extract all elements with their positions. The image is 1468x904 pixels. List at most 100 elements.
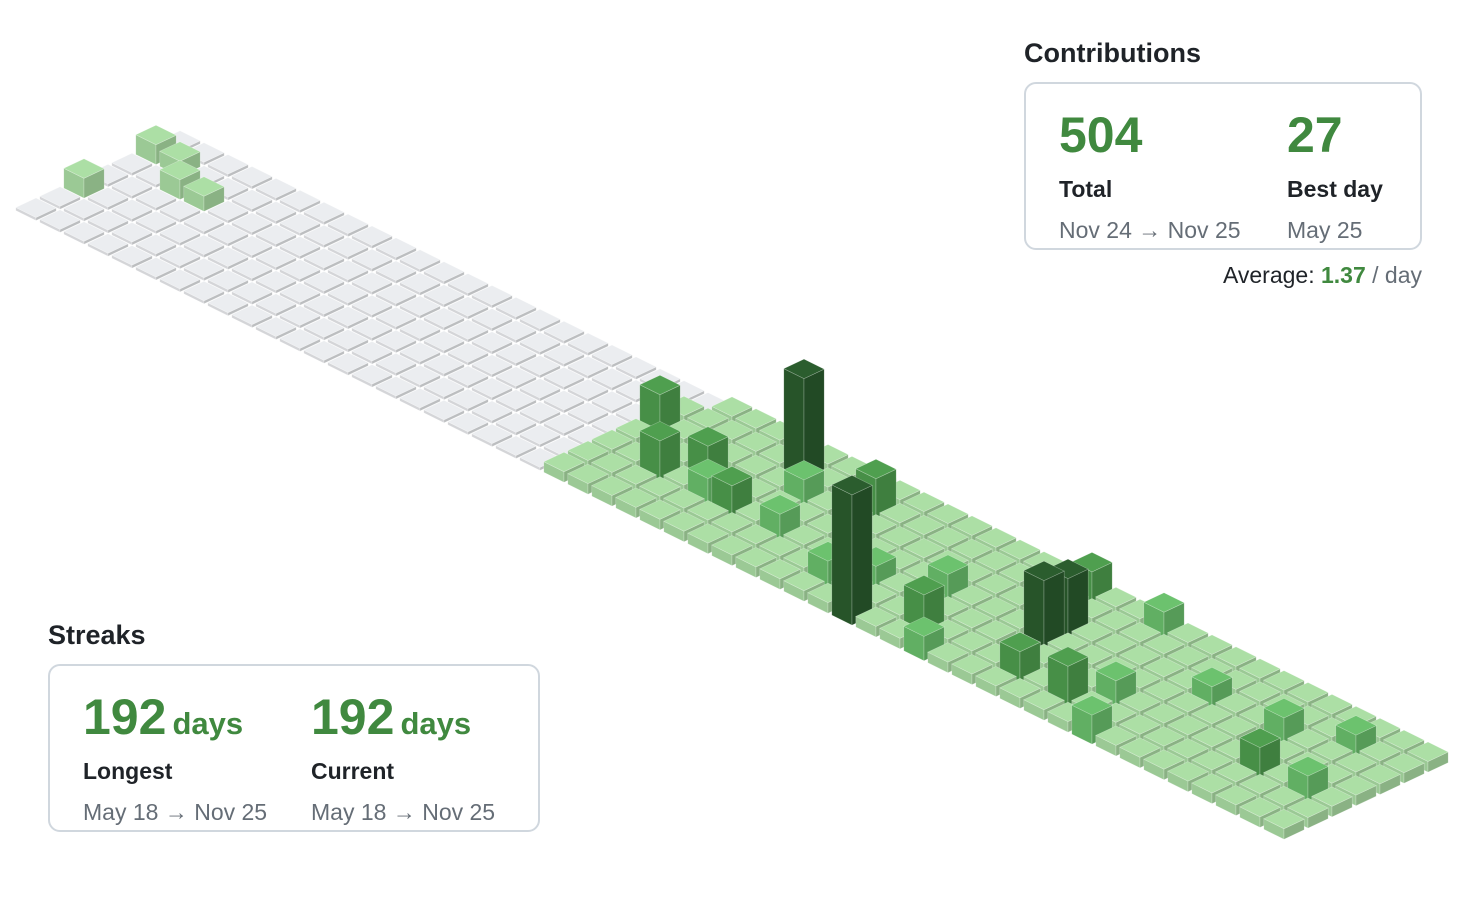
cell-top-face [1119,737,1161,758]
cell-top-face [543,451,585,473]
cell-right-face [179,278,201,293]
cell-top-face [63,221,105,242]
contribution-day-cell [159,199,201,224]
contribution-day-cell [111,245,153,269]
cell-right-face [251,268,273,282]
cell-top-face [975,527,1017,548]
contribution-day-cell [303,317,345,341]
cell-top-face [231,304,273,325]
contribution-day-cell [567,355,609,380]
cell-right-face [227,256,249,270]
cell-top-face [351,341,393,362]
contribution-day-cell [375,306,417,331]
contribution-day-cell [375,353,417,377]
cell-top-face [399,295,441,316]
cell-top-face [975,596,1017,617]
cell-top-face [255,201,297,222]
cell-left-face [831,484,853,626]
cell-right-face [587,365,609,380]
contribution-day-cell [303,224,345,249]
cell-right-face [539,388,561,402]
cell-top-face [279,305,321,326]
cell-top-face [567,332,609,353]
cell-top-face [519,424,561,445]
contribution-day-cell [519,332,561,356]
cell-top-face [255,293,297,314]
cell-right-face [419,282,441,296]
contribution-day-cell [471,354,513,378]
cell-top-face [495,343,537,364]
contribution-day-cell [495,320,537,344]
cell-top-face [351,294,393,316]
cell-top-face [999,539,1041,560]
cell-top-face [255,224,297,245]
cell-right-face [275,326,297,340]
contribution-day-cell [471,377,513,401]
total-stat: 504 Total Nov 24 → Nov 25 [1059,110,1241,244]
current-streak-value: 192 [311,689,395,745]
cell-top-face [327,213,369,234]
average-value: 1.37 [1320,262,1366,288]
cell-top-face [471,331,513,352]
cell-right-face [443,386,465,401]
cell-top-face [279,213,321,234]
current-streak-unit: days [400,706,472,741]
cell-top-face [615,356,657,377]
contribution-day-cell [1263,808,1305,840]
cell-top-face [111,152,153,174]
cell-top-face [375,260,417,281]
cell-top-face [1143,656,1185,678]
cell-top-face [1191,750,1233,771]
cell-top-face [1287,756,1329,777]
contribution-day-cell [183,176,225,212]
cell-top-face [1215,692,1257,713]
cell-top-face [639,374,681,396]
cell-top-face [1119,621,1161,643]
cell-top-face [927,526,969,547]
cell-right-face [491,341,513,355]
contribution-day-cell [471,423,513,448]
contribution-day-cell [783,358,825,487]
contribution-day-cell [351,294,393,319]
cell-top-face [423,307,465,328]
cell-right-face [515,306,537,321]
cell-top-face [1143,749,1185,770]
cell-right-face [419,397,441,412]
cell-top-face [423,261,465,282]
contribution-day-cell [303,340,345,364]
contribution-day-cell [303,271,345,295]
cell-top-face [639,476,681,497]
cell-top-face [255,178,297,199]
cell-top-face [759,494,801,515]
cell-top-face [1119,691,1161,712]
cell-right-face [155,267,177,281]
cell-top-face [207,154,249,175]
cell-top-face [255,270,297,291]
cell-top-face [135,124,177,146]
cell-right-face [395,293,417,308]
cell-top-face [159,245,201,267]
contribution-day-cell [279,236,321,260]
contribution-day-cell [327,352,369,376]
cell-top-face [351,248,393,269]
contribution-day-cell [135,210,177,235]
cell-right-face [299,292,321,306]
cell-top-face [975,666,1017,687]
cell-top-face [423,284,465,305]
cell-top-face [327,329,369,350]
cell-top-face [447,411,489,433]
contribution-day-cell [207,200,249,224]
contribution-day-cell [15,197,57,221]
contribution-day-cell [351,225,393,249]
cell-top-face [495,320,537,341]
longest-streak-value: 192 [83,689,167,745]
cell-top-face [711,396,753,417]
contribution-day-cell [303,201,345,226]
cell-top-face [1263,808,1305,830]
cell-top-face [231,166,273,187]
cell-top-face [183,234,225,255]
cell-right-face [515,445,537,459]
cell-right-face [419,374,441,389]
cell-top-face [1167,691,1209,713]
cell-right-face [371,351,393,365]
